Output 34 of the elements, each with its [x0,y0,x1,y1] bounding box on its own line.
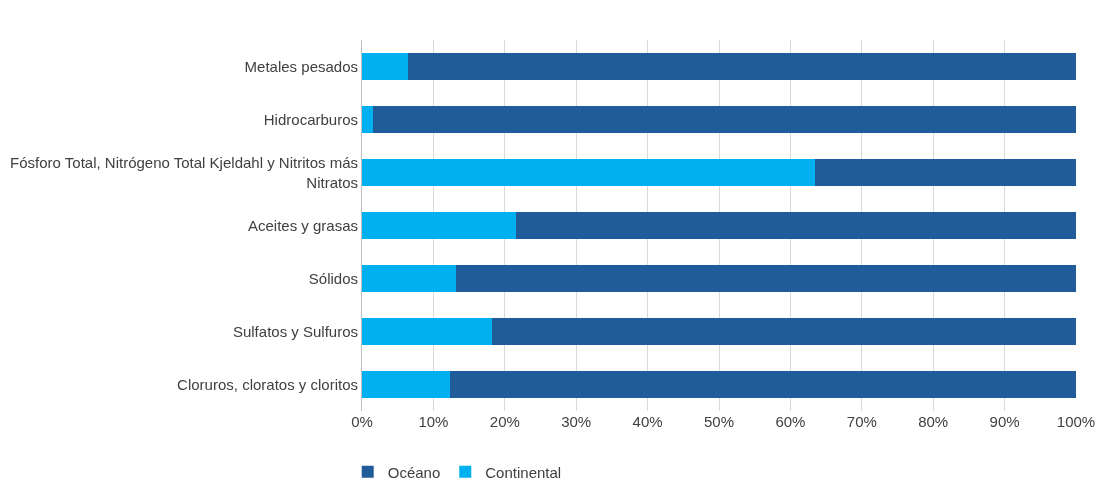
y-tick-label: Metales pesados [244,57,358,75]
bar [362,52,409,81]
bar [491,317,1076,346]
y-tick-label: Sulfatos y Sulfuros [232,322,358,340]
bar [515,211,1076,240]
bar [362,211,516,240]
bar [362,317,492,346]
bar [815,158,1076,187]
x-tick-label: 70% [846,413,877,430]
y-tick-label: Aceites y grasas [247,216,358,234]
x-tick-label: 60% [775,413,806,430]
y-tick-label: Hidrocarburos [263,110,358,128]
legend-label: Océano [387,463,441,481]
bar [373,105,1076,134]
bar [362,370,450,399]
x-tick-label: 80% [918,413,949,430]
bar [362,105,374,134]
x-tick-label: 40% [632,413,663,430]
y-tick-label: Fósforo Total, Nitrógeno Total Kjeldahl y Nitritos más Nitratos [10,154,358,191]
legend-label: Continental [485,463,562,481]
bar [408,52,1076,81]
x-tick-label: 20% [489,413,520,430]
x-tick-label: 0% [351,413,373,430]
y-tick-label: Sólidos [308,269,358,287]
bar [456,264,1076,293]
x-tick-label: 10% [418,413,449,430]
bar [449,370,1076,399]
x-tick-label: 30% [561,413,592,430]
x-tick-label: 100% [1056,413,1096,430]
x-tick-label: 90% [989,413,1020,430]
x-tick-label: 50% [703,413,735,430]
y-tick-label: Cloruros, cloratos y cloritos [177,375,358,393]
bar [362,264,457,293]
bar [362,158,816,187]
